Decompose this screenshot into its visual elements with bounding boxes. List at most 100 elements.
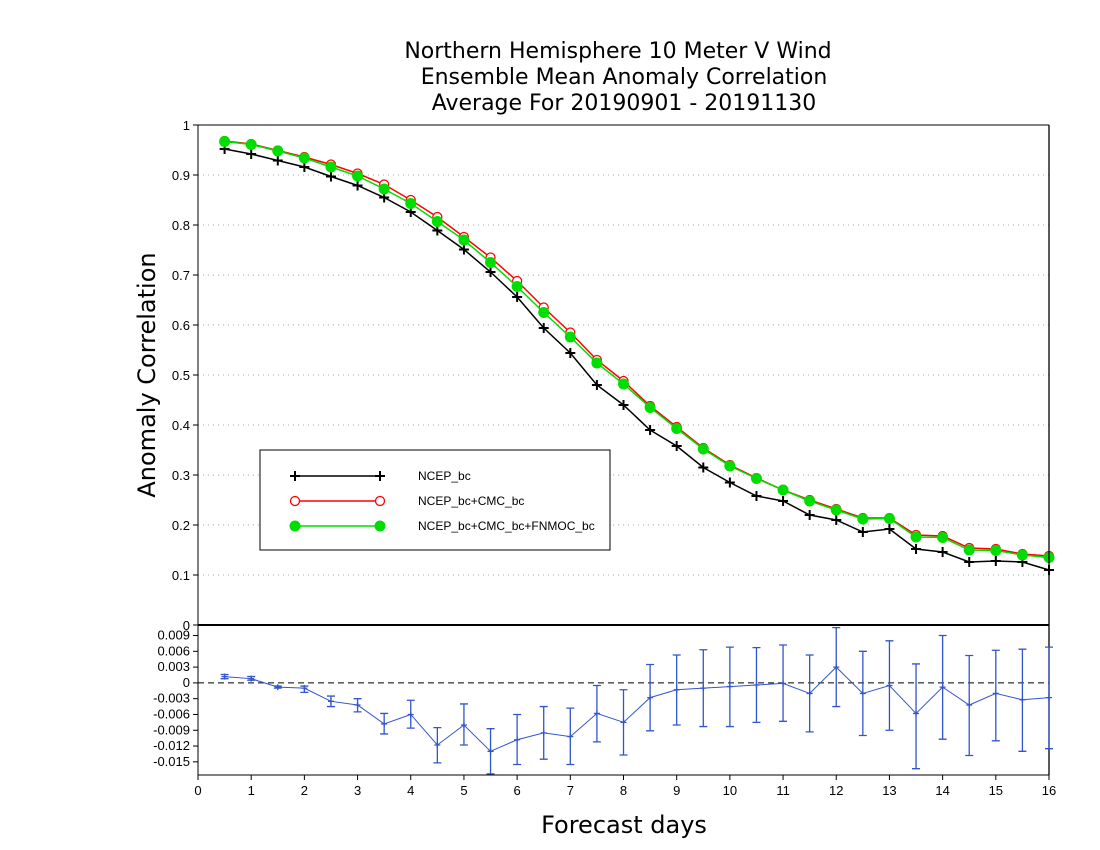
data-point-filled-circle	[777, 484, 789, 496]
difference-point	[859, 690, 866, 697]
data-point-plus	[485, 267, 496, 277]
x-tick-label: 5	[460, 783, 467, 798]
x-tick-label: 2	[301, 783, 308, 798]
legend-marker-filled-circle	[374, 520, 386, 532]
y-tick-label: 0.5	[172, 368, 190, 383]
y-tick-label: 0.3	[172, 468, 190, 483]
difference-point	[647, 694, 654, 701]
data-point-plus	[937, 547, 948, 557]
x-tick-label: 11	[776, 783, 790, 798]
data-point-filled-circle	[963, 544, 975, 556]
legend-label: NCEP_bc+CMC_bc	[418, 494, 524, 508]
x-tick-label: 1	[248, 783, 255, 798]
y-tick-label: 0.6	[172, 318, 190, 333]
main-plot-panel: 0 0.1 0.2 0.3 0.4 0.5 0.6 0.7 0.8 0.9 1	[172, 118, 1055, 775]
title-line-1: Northern Hemisphere 10 Meter V Wind	[404, 39, 831, 64]
data-point-filled-circle	[697, 443, 709, 455]
legend-label: NCEP_bc+CMC_bc+FNMOC_bc	[418, 519, 595, 533]
data-point-filled-circle	[538, 307, 550, 318]
y-tick-label: 0.9	[172, 168, 190, 183]
difference-point	[673, 686, 680, 693]
legend-marker-open-circle	[374, 495, 386, 507]
x-tick-label: 6	[514, 783, 521, 798]
difference-point	[460, 722, 467, 728]
data-point-filled-circle	[511, 281, 523, 292]
difference-point	[886, 682, 893, 689]
data-point-filled-circle	[564, 331, 576, 343]
diff-y-tick-label: 0.003	[157, 659, 190, 674]
difference-point	[381, 720, 388, 727]
data-point-plus	[645, 425, 656, 435]
y-tick-label: 0	[183, 618, 190, 633]
data-point-plus	[591, 380, 602, 390]
data-point-plus	[778, 496, 789, 506]
data-point-filled-circle	[405, 198, 417, 209]
difference-point	[833, 664, 840, 671]
y-tick-label: 0.8	[172, 218, 190, 233]
y-tick-label: 1	[183, 118, 190, 133]
difference-point	[726, 683, 733, 690]
data-point-plus	[990, 556, 1001, 566]
difference-point	[806, 690, 813, 697]
y-axis-label: Anomaly Correlation	[133, 252, 161, 497]
data-point-plus	[857, 527, 868, 537]
data-point-filled-circle	[724, 460, 736, 472]
difference-point	[1019, 696, 1026, 703]
series-line	[224, 148, 1050, 571]
difference-point	[301, 685, 308, 692]
difference-point	[407, 711, 414, 718]
data-point-filled-circle	[910, 531, 922, 543]
x-tick-label: 7	[567, 783, 574, 798]
data-point-filled-circle	[804, 495, 816, 507]
data-point-filled-circle	[644, 402, 656, 413]
diff-y-tick-label: -0.006	[153, 706, 190, 721]
difference-point	[1046, 694, 1052, 701]
x-tick-label: 0	[194, 783, 201, 798]
data-point-filled-circle	[990, 545, 1002, 556]
legend-marker-filled-circle	[289, 520, 301, 532]
data-point-filled-circle	[883, 513, 895, 524]
legend-box	[259, 449, 611, 551]
title-line-2: Ensemble Mean Anomaly Correlation	[421, 65, 828, 90]
diff-y-tick-label: 0.009	[157, 628, 190, 643]
difference-point	[327, 698, 334, 705]
diff-y-tick-label: -0.003	[153, 691, 190, 706]
x-tick-label: 9	[673, 783, 680, 798]
difference-point	[221, 673, 228, 680]
difference-point	[780, 680, 787, 687]
data-point-plus	[964, 557, 975, 567]
series-NCEP_bc+CMC_bc+FNMOC_bc	[219, 136, 1055, 563]
data-point-filled-circle	[937, 532, 949, 543]
data-point-filled-circle	[352, 170, 364, 182]
diff-y-tick-label: 0	[183, 675, 190, 690]
data-point-plus	[512, 292, 523, 302]
x-tick-label: 3	[354, 783, 361, 798]
difference-point	[248, 675, 255, 682]
difference-line	[224, 666, 1050, 752]
data-point-filled-circle	[378, 183, 390, 195]
data-point-plus	[618, 400, 629, 410]
x-tick-label: 4	[407, 783, 414, 798]
data-point-filled-circle	[857, 513, 869, 525]
difference-point	[487, 748, 494, 755]
legend-label: NCEP_bc	[418, 469, 471, 483]
legend-marker-open-circle	[289, 495, 301, 507]
y-tick-label: 0.2	[172, 518, 190, 533]
data-point-plus	[246, 149, 257, 159]
diff-y-tick-label: -0.015	[153, 754, 190, 769]
x-tick-label: 10	[723, 783, 737, 798]
data-point-filled-circle	[458, 234, 470, 246]
x-axis: 0 1 2 3 4 5 6 7 8 9 10 11 12 13 14 15 16	[194, 775, 1056, 798]
diff-y-tick-label: -0.009	[153, 722, 190, 737]
data-point-plus	[432, 225, 443, 236]
series-NCEP_bc	[219, 144, 1054, 575]
data-point-plus	[272, 155, 283, 166]
data-point-filled-circle	[245, 139, 257, 150]
difference-point	[434, 742, 441, 748]
x-axis-label: Forecast days	[541, 811, 707, 839]
x-tick-label: 14	[935, 783, 949, 798]
difference-plot-panel: 0.0090.0060.0030-0.003-0.006-0.009-0.012…	[153, 626, 1053, 776]
data-point-plus	[325, 171, 336, 182]
legend-marker-plus	[375, 471, 385, 481]
data-point-plus	[671, 441, 682, 451]
